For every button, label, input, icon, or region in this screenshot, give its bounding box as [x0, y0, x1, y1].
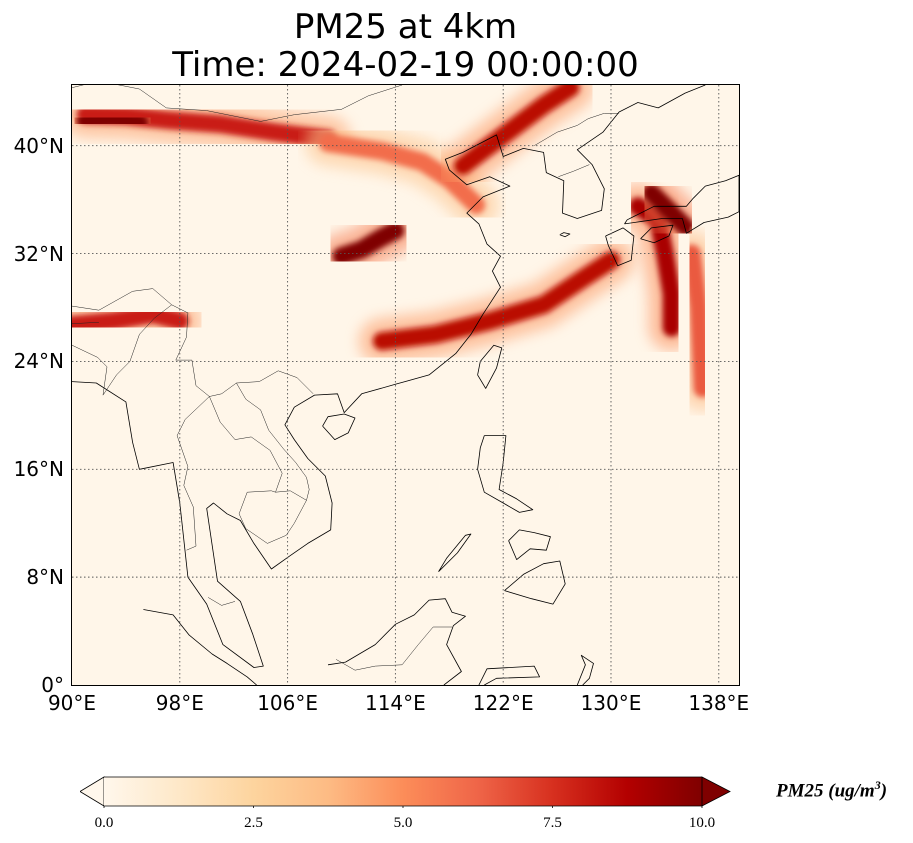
- lon-tick-label: 114°E: [345, 692, 445, 714]
- lat-tick-label: 24°N: [0, 350, 64, 372]
- lat-tick-label: 8°N: [0, 566, 64, 588]
- colorbar: [80, 776, 732, 808]
- colorbar-min-extend: [80, 777, 104, 806]
- colorbar-gradient: [104, 777, 702, 806]
- map-panel[interactable]: [72, 85, 739, 685]
- plume-myanmar-band: [72, 314, 180, 325]
- map-canvas: [72, 85, 739, 685]
- colorbar-max-extend: [702, 777, 730, 806]
- lon-tick-label: 122°E: [453, 692, 553, 714]
- plume-northwest-core: [86, 119, 140, 123]
- figure-time: Time: 2024-02-19 00:00:00: [72, 46, 739, 84]
- colorbar-tick-label: 10.0: [672, 815, 732, 832]
- lon-tick-label: 138°E: [669, 692, 769, 714]
- colorbar-tick-label: 2.5: [224, 815, 284, 832]
- lat-tick-label: 16°N: [0, 458, 64, 480]
- colorbar-tick-label: 5.0: [373, 815, 433, 832]
- lon-tick-label: 106°E: [238, 692, 338, 714]
- lat-tick-label: 32°N: [0, 243, 64, 265]
- lon-tick-label: 130°E: [561, 692, 661, 714]
- figure-title: PM25 at 4km: [72, 8, 739, 46]
- lat-tick-label: 40°N: [0, 135, 64, 157]
- lon-tick-label: 98°E: [130, 692, 230, 714]
- colorbar-label: PM25 (ug/m3): [776, 778, 887, 802]
- lon-tick-label: 90°E: [22, 692, 122, 714]
- colorbar-tick-label: 7.5: [523, 815, 583, 832]
- plume-pacific-stripe: [692, 254, 703, 389]
- colorbar-tick-label: 0.0: [74, 815, 134, 832]
